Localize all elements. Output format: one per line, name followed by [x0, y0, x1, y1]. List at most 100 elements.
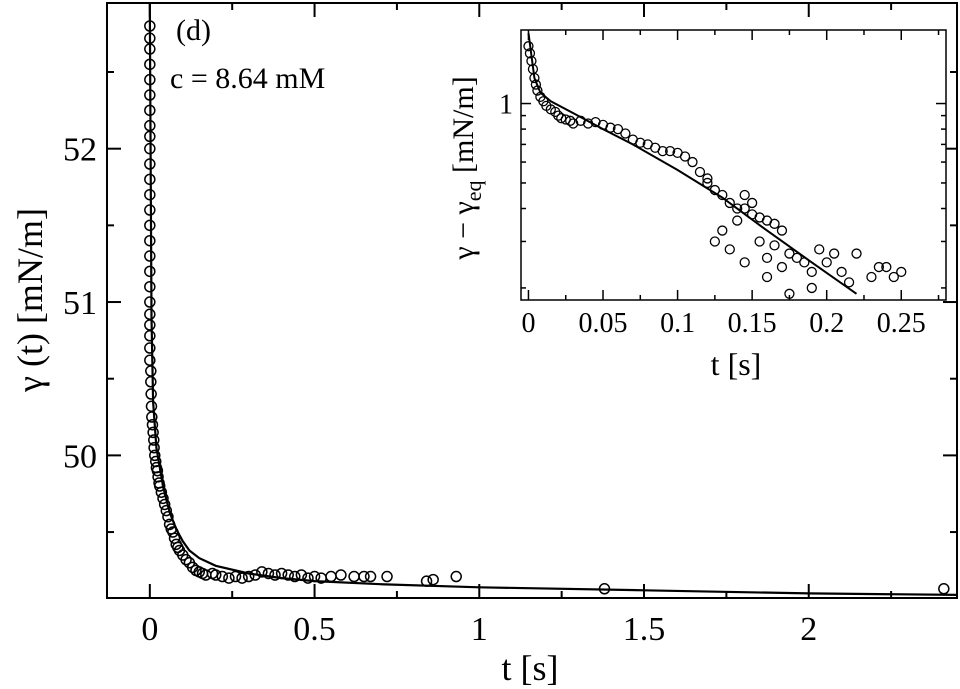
- main-data-point: [144, 280, 156, 293]
- inset-data-point: [888, 271, 899, 283]
- main-data-point: [144, 58, 156, 71]
- inset-plot-frame: [520, 29, 947, 301]
- inset-data-point: [590, 117, 601, 128]
- inset-y-label-sub: eq: [461, 180, 486, 201]
- inset-data-point: [597, 119, 609, 131]
- main-data-point: [144, 130, 156, 143]
- main-data-point: [144, 43, 156, 55]
- main-y-axis-label: γ (t) [mN/m]: [10, 208, 50, 393]
- inset-data-point: [702, 177, 713, 189]
- main-data-series: [144, 2, 958, 596]
- inset-data-point: [679, 151, 691, 162]
- main-data-point: [144, 142, 156, 155]
- main-data-point: [308, 570, 321, 583]
- inset-data-point: [724, 197, 735, 209]
- inset-data-point: [529, 72, 540, 84]
- inset-x-tick-label: 0.05: [579, 308, 628, 339]
- inset-data-point: [657, 145, 668, 157]
- inset-data-point: [769, 240, 780, 251]
- main-data-point: [427, 573, 439, 586]
- main-data-point: [144, 204, 156, 216]
- main-data-point: [151, 464, 164, 477]
- inset-data-point: [732, 215, 743, 226]
- main-data-point: [144, 104, 156, 117]
- inset-data-point: [575, 115, 586, 126]
- main-data-point: [144, 173, 156, 186]
- inset-data-point: [866, 271, 877, 283]
- main-data-point: [209, 569, 222, 581]
- main-data-point: [144, 296, 156, 308]
- inset-data-point: [761, 252, 773, 264]
- main-data-point: [358, 570, 370, 583]
- main-x-axis-label: t [s]: [502, 648, 559, 688]
- main-x-tick-label: 1.5: [623, 611, 666, 648]
- inset-x-tick-label: 0.25: [877, 308, 926, 339]
- inset-data-point: [694, 166, 706, 178]
- inset-data-point: [821, 257, 832, 268]
- inset-y-label-unit: [mN/m]: [447, 76, 480, 180]
- main-data-point: [381, 570, 393, 583]
- inset-data-point: [620, 128, 631, 139]
- main-x-tick-label: 2: [800, 611, 817, 648]
- main-data-point: [236, 572, 248, 584]
- inset-data-point: [635, 137, 646, 148]
- inset-data-point: [761, 271, 773, 283]
- inset-data-point: [896, 266, 907, 278]
- inset-data-point: [709, 236, 721, 247]
- main-data-point: [144, 319, 156, 331]
- main-data-point: [145, 376, 157, 388]
- inset-x-tick-label: 0.1: [660, 308, 695, 339]
- main-data-point: [450, 570, 462, 583]
- inset-data-point: [523, 41, 534, 52]
- main-data-point: [162, 510, 174, 523]
- inset-data-point: [806, 282, 817, 294]
- inset-data-point: [605, 122, 616, 133]
- main-data-point: [144, 158, 156, 170]
- main-data-point: [144, 354, 156, 367]
- inset-data-point: [754, 236, 765, 247]
- main-x-tick-label: 1: [471, 611, 488, 648]
- main-data-point: [144, 89, 156, 101]
- inset-plot: 0 0.05 0.1 0.15 0.2 0.25 1 t [s] γ − γeq [mN/m…: [447, 29, 947, 382]
- main-data-point: [269, 569, 281, 581]
- inset-data-point: [791, 252, 803, 264]
- main-data-point: [144, 219, 156, 232]
- concentration-annotation: c = 8.64 mM: [170, 62, 325, 95]
- inset-data-point: [582, 118, 594, 129]
- inset-data-point: [724, 244, 735, 255]
- inset-data-point: [717, 225, 728, 236]
- inset-data-point: [806, 266, 817, 278]
- inset-data-point: [784, 248, 795, 259]
- inset-x-axis-label: t [s]: [711, 346, 762, 382]
- main-axis-tick-labels: 0 0.5 1 1.5 2 50 51 52: [63, 132, 817, 648]
- main-data-point: [295, 569, 308, 581]
- inset-fit-line: [527, 32, 858, 295]
- main-data-point: [148, 441, 160, 454]
- inset-data-point: [829, 248, 840, 259]
- main-data-point: [420, 575, 433, 587]
- inset-data-point: [851, 248, 862, 259]
- inset-y-axis-label: γ − γeq [mN/m]: [447, 76, 486, 260]
- inset-data-point: [739, 189, 750, 201]
- inset-data-point: [881, 261, 892, 273]
- main-data-point: [146, 411, 158, 423]
- main-data-point: [249, 569, 262, 581]
- inset-data-point: [524, 48, 536, 59]
- main-data-point: [144, 73, 156, 86]
- inset-data-point: [709, 184, 721, 196]
- inset-data-point: [873, 261, 885, 273]
- main-data-point: [275, 567, 288, 580]
- main-plot-frame: [106, 2, 958, 599]
- main-x-tick-label: 0: [141, 611, 158, 648]
- inset-data-point: [843, 277, 855, 288]
- main-data-point: [289, 570, 301, 583]
- main-data-point: [144, 20, 156, 32]
- inset-data-point: [717, 189, 728, 201]
- inset-data-point: [776, 261, 788, 273]
- main-data-point: [146, 418, 159, 431]
- inset-axis-ticks: [521, 30, 946, 300]
- main-data-point: [144, 188, 156, 201]
- main-data-point: [325, 570, 337, 583]
- main-data-point: [229, 570, 242, 583]
